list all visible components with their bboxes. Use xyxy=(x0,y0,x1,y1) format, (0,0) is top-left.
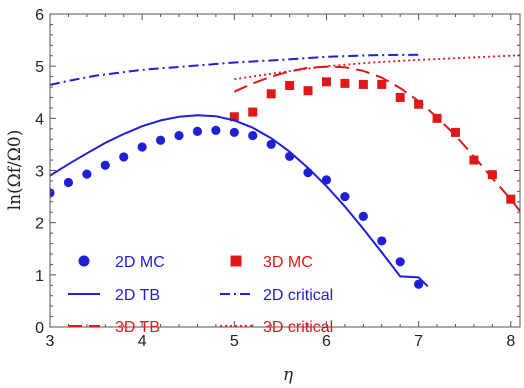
2d-mc-point xyxy=(137,142,147,152)
y-tick-label: 3 xyxy=(35,164,44,181)
legend: 2D MC 3D MC 2D TB 2D critical 3D TB 3D critic… xyxy=(68,254,333,336)
x-tick-label: 5 xyxy=(230,333,239,350)
3d-mc-point xyxy=(414,99,424,109)
y-tick-label: 6 xyxy=(35,7,44,24)
y-axis-label: ln(Ωf/Ω0) xyxy=(5,130,25,211)
3d-mc-point xyxy=(395,92,405,102)
2d-mc-point xyxy=(248,130,258,141)
2d-mc-point xyxy=(100,160,110,170)
2d-mc-point xyxy=(340,191,350,202)
axes: 3 4 5 6 7 8 0 1 2 3 4 5 6 xyxy=(35,7,521,350)
3d-mc-point xyxy=(285,80,295,90)
legend-label-3d-critical: 3D critical xyxy=(263,319,333,336)
2d-critical-line xyxy=(50,53,419,86)
y-tick-label: 5 xyxy=(35,59,44,76)
2d-mc-point xyxy=(358,211,368,222)
legend-label-2d-critical: 2D critical xyxy=(263,287,333,304)
2d-mc-point xyxy=(63,177,74,188)
2d-mc-point xyxy=(395,257,405,267)
2d-mc-point xyxy=(174,130,184,141)
3d-mc-point xyxy=(229,112,239,122)
2d-mc-point xyxy=(266,139,276,150)
legend-label-3d-tb: 3D TB xyxy=(115,319,160,336)
3d-mc-point xyxy=(487,170,497,180)
legend-label-2d-tb: 2D TB xyxy=(115,287,160,304)
2d-mc-point xyxy=(414,279,424,289)
3d-mc-point xyxy=(506,194,516,204)
3d-critical-line xyxy=(234,54,520,81)
3d-mc-point xyxy=(303,86,313,96)
3d-mc-point xyxy=(321,77,331,87)
2d-tb-line xyxy=(50,114,429,288)
x-tick-label: 6 xyxy=(322,333,331,350)
3d-mc-point xyxy=(469,155,479,165)
3d-tb-line xyxy=(233,65,520,212)
plot-frame xyxy=(49,13,521,328)
y-tick-label: 2 xyxy=(35,216,44,233)
3d-mc-point xyxy=(266,89,276,99)
legend-swatch-3d-mc xyxy=(230,255,242,267)
2d-mc-point xyxy=(321,175,332,185)
2d-mc-point xyxy=(155,135,166,145)
y-tick-label: 4 xyxy=(35,111,44,128)
2d-mc-point xyxy=(82,169,92,179)
2d-mc-point xyxy=(285,151,295,162)
2d-mc-point xyxy=(211,125,221,135)
x-tick-label: 4 xyxy=(138,333,147,350)
2d-mc-point xyxy=(50,188,55,198)
3d-mc-point xyxy=(377,79,387,89)
2d-mc-point xyxy=(377,236,387,246)
legend-label-2d-mc: 2D MC xyxy=(115,254,165,271)
x-tick-label: 3 xyxy=(46,333,55,350)
x-tick-label: 8 xyxy=(506,333,515,350)
3d-mc-point xyxy=(340,78,350,88)
3d-mc-point xyxy=(358,79,368,89)
legend-swatch-2d-mc xyxy=(78,255,90,267)
3d-mc-point xyxy=(248,107,258,117)
y-tick-label: 0 xyxy=(35,320,44,337)
2d-mc-point xyxy=(119,152,129,162)
2d-mc-point xyxy=(303,167,313,178)
legend-label-3d-mc: 3D MC xyxy=(263,254,313,271)
plot-area xyxy=(50,53,520,289)
x-tick-label: 7 xyxy=(414,333,423,350)
2d-mc-point xyxy=(192,126,203,136)
2d-mc-point xyxy=(229,127,239,138)
x-axis-label: η xyxy=(283,365,294,385)
y-tick-label: 1 xyxy=(35,268,44,285)
3d-mc-point xyxy=(450,127,460,137)
